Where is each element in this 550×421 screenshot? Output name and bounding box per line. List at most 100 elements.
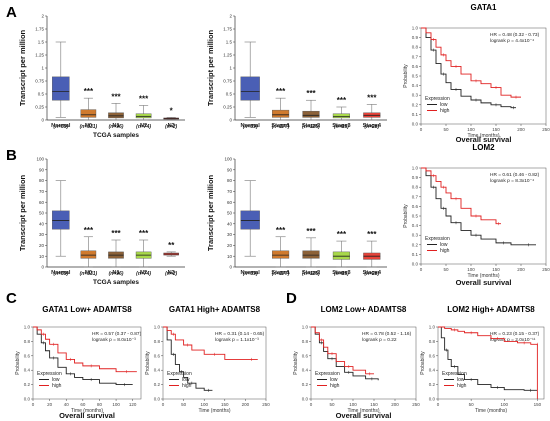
x-tick-label: 100 bbox=[500, 402, 508, 407]
legend-label-high: high bbox=[52, 383, 62, 389]
km-subtitle: Overall survival bbox=[336, 411, 392, 420]
y-tick-label: 50 bbox=[227, 211, 233, 216]
legend-label-high: high bbox=[457, 383, 467, 389]
box-normal bbox=[240, 210, 260, 230]
sample-count-label: (n=331) bbox=[80, 271, 98, 277]
hazard-ratio-label: HR = 0.57 (0.37 - 0.87) bbox=[92, 331, 142, 337]
hazard-ratio-label: HR = 0.78 (0.52 - 1.16) bbox=[362, 331, 412, 337]
y-tick-label: 0.5 bbox=[226, 92, 233, 97]
km-d2: LOM2 High+ ADAMTS8 HR = 0.23 (0.15 - 0.37… bbox=[420, 305, 545, 414]
category-label: N0 bbox=[85, 270, 92, 276]
y-tick-label: 1.25 bbox=[223, 53, 232, 58]
box-stage3 bbox=[332, 251, 350, 260]
x-tick-label: 100 bbox=[467, 267, 475, 272]
legend-label-high: high bbox=[330, 383, 340, 389]
y-tick-label: 0.4 bbox=[412, 83, 419, 88]
sample-count-label: (n=125) bbox=[302, 124, 320, 130]
y-tick-label: 0.7 bbox=[412, 194, 419, 199]
y-tick-label: 0.8 bbox=[412, 185, 419, 190]
x-tick-label: 150 bbox=[534, 402, 542, 407]
y-tick-label: 0.0 bbox=[24, 397, 31, 402]
category-label: Normal bbox=[241, 270, 261, 276]
sample-count-label: (n=85) bbox=[334, 271, 349, 277]
y-axis-label: Probability bbox=[145, 351, 151, 375]
x-axis-label: Time (months) bbox=[198, 408, 230, 414]
y-tick-label: 0.8 bbox=[302, 339, 309, 344]
km-curve-low bbox=[438, 326, 538, 391]
y-axis-label: Probability bbox=[420, 351, 426, 375]
y-tick-label: 0.5 bbox=[412, 214, 419, 219]
x-tick-label: 150 bbox=[492, 267, 500, 272]
y-tick-label: 0.25 bbox=[35, 105, 44, 110]
y-tick-label: 0.8 bbox=[429, 339, 436, 344]
category-label: N3 bbox=[168, 270, 175, 276]
km-curve-high bbox=[33, 326, 137, 373]
significance-label: *** bbox=[337, 230, 347, 239]
category-label: N1 bbox=[112, 123, 119, 129]
category-label: N1 bbox=[112, 270, 119, 276]
x-tick-label: 150 bbox=[492, 127, 500, 132]
x-tick-label: 0 bbox=[310, 402, 313, 407]
km-plot-frame bbox=[162, 326, 267, 400]
y-tick-label: 0.4 bbox=[24, 368, 31, 373]
y-tick-label: 0.0 bbox=[412, 122, 419, 127]
sample-count-label: (n=277) bbox=[272, 124, 290, 130]
y-tick-label: 70 bbox=[227, 189, 233, 194]
y-tick-label: 0 bbox=[41, 265, 44, 270]
y-tick-label: 1.0 bbox=[412, 26, 419, 31]
x-tick-label: 0 bbox=[420, 127, 423, 132]
y-tick-label: 80 bbox=[39, 178, 45, 183]
sample-count-label: (n=277) bbox=[272, 271, 290, 277]
x-axis-label: Time (months) bbox=[71, 408, 103, 414]
category-label: Stage2 bbox=[302, 270, 320, 276]
y-tick-label: 0.2 bbox=[302, 382, 309, 387]
y-tick-label: 0.0 bbox=[154, 397, 161, 402]
km-plot-frame bbox=[310, 326, 417, 400]
y-axis-label: Probability bbox=[403, 64, 409, 88]
y-tick-label: 0.0 bbox=[429, 397, 436, 402]
sample-count-label: (n=331) bbox=[80, 124, 98, 130]
legend-title: Expression bbox=[425, 96, 450, 102]
km-b: LOM2 HR = 0.61 (0.46 - 0.82)logrank p = 8… bbox=[403, 143, 550, 287]
y-tick-label: 0.5 bbox=[38, 92, 45, 97]
y-tick-label: 0.2 bbox=[24, 382, 31, 387]
legend-label-low: low bbox=[182, 377, 190, 383]
significance-label: *** bbox=[367, 93, 377, 102]
y-tick-label: 0.6 bbox=[429, 353, 436, 358]
x-tick-label: 250 bbox=[412, 402, 420, 407]
x-tick-label: 200 bbox=[517, 267, 525, 272]
box-b1: 0 10 20 30 40 50 60 70 80 90 100 Transcript per mil… bbox=[18, 157, 185, 286]
km-curve-high bbox=[438, 326, 538, 399]
y-tick-label: 1.75 bbox=[35, 27, 44, 32]
y-tick-label: 2 bbox=[229, 14, 232, 19]
logrank-label: logrank p = 2.0x10⁻¹¹ bbox=[490, 337, 536, 343]
box-n1 bbox=[108, 112, 124, 119]
y-tick-label: 0 bbox=[229, 265, 232, 270]
y-tick-label: 0.9 bbox=[412, 175, 419, 180]
y-tick-label: 0.3 bbox=[412, 93, 419, 98]
panel-letter-d: D bbox=[286, 290, 297, 307]
sample-count-label: (n=74) bbox=[136, 271, 151, 277]
legend-title: Expression bbox=[425, 236, 450, 242]
hazard-ratio-label: HR = 0.31 (0.14 - 0.65) bbox=[215, 331, 265, 337]
category-label: Normal bbox=[241, 123, 261, 129]
x-tick-label: 100 bbox=[112, 402, 120, 407]
x-tick-label: 0 bbox=[420, 267, 423, 272]
box-a1: 0 0.25 0.5 0.75 1 1.25 1.5 1.75 2 Transcript per … bbox=[18, 14, 185, 139]
y-tick-label: 0.2 bbox=[154, 382, 161, 387]
significance-label: *** bbox=[306, 89, 316, 98]
panel-letter-c: C bbox=[6, 290, 17, 307]
x-axis-label: Time (months) bbox=[467, 273, 499, 279]
sample-count-label: (n=59) bbox=[243, 124, 258, 130]
charts-layer: 0 0.25 0.5 0.75 1 1.25 1.5 1.75 2 Transcript per … bbox=[15, 3, 550, 420]
x-tick-label: 20 bbox=[47, 402, 53, 407]
km-subtitle: Overall survival bbox=[456, 135, 512, 144]
significance-label: *** bbox=[139, 229, 149, 238]
panel-letter-b: B bbox=[6, 147, 17, 164]
sample-count-label: (n=96) bbox=[109, 124, 124, 130]
legend-label-low: low bbox=[330, 377, 338, 383]
km-curve-high bbox=[163, 326, 258, 360]
y-tick-label: 1.0 bbox=[429, 325, 436, 330]
km-c2: GATA1 High+ ADAMTS8 HR = 0.31 (0.14 - 0.6… bbox=[145, 305, 270, 414]
x-tick-label: 250 bbox=[542, 127, 550, 132]
